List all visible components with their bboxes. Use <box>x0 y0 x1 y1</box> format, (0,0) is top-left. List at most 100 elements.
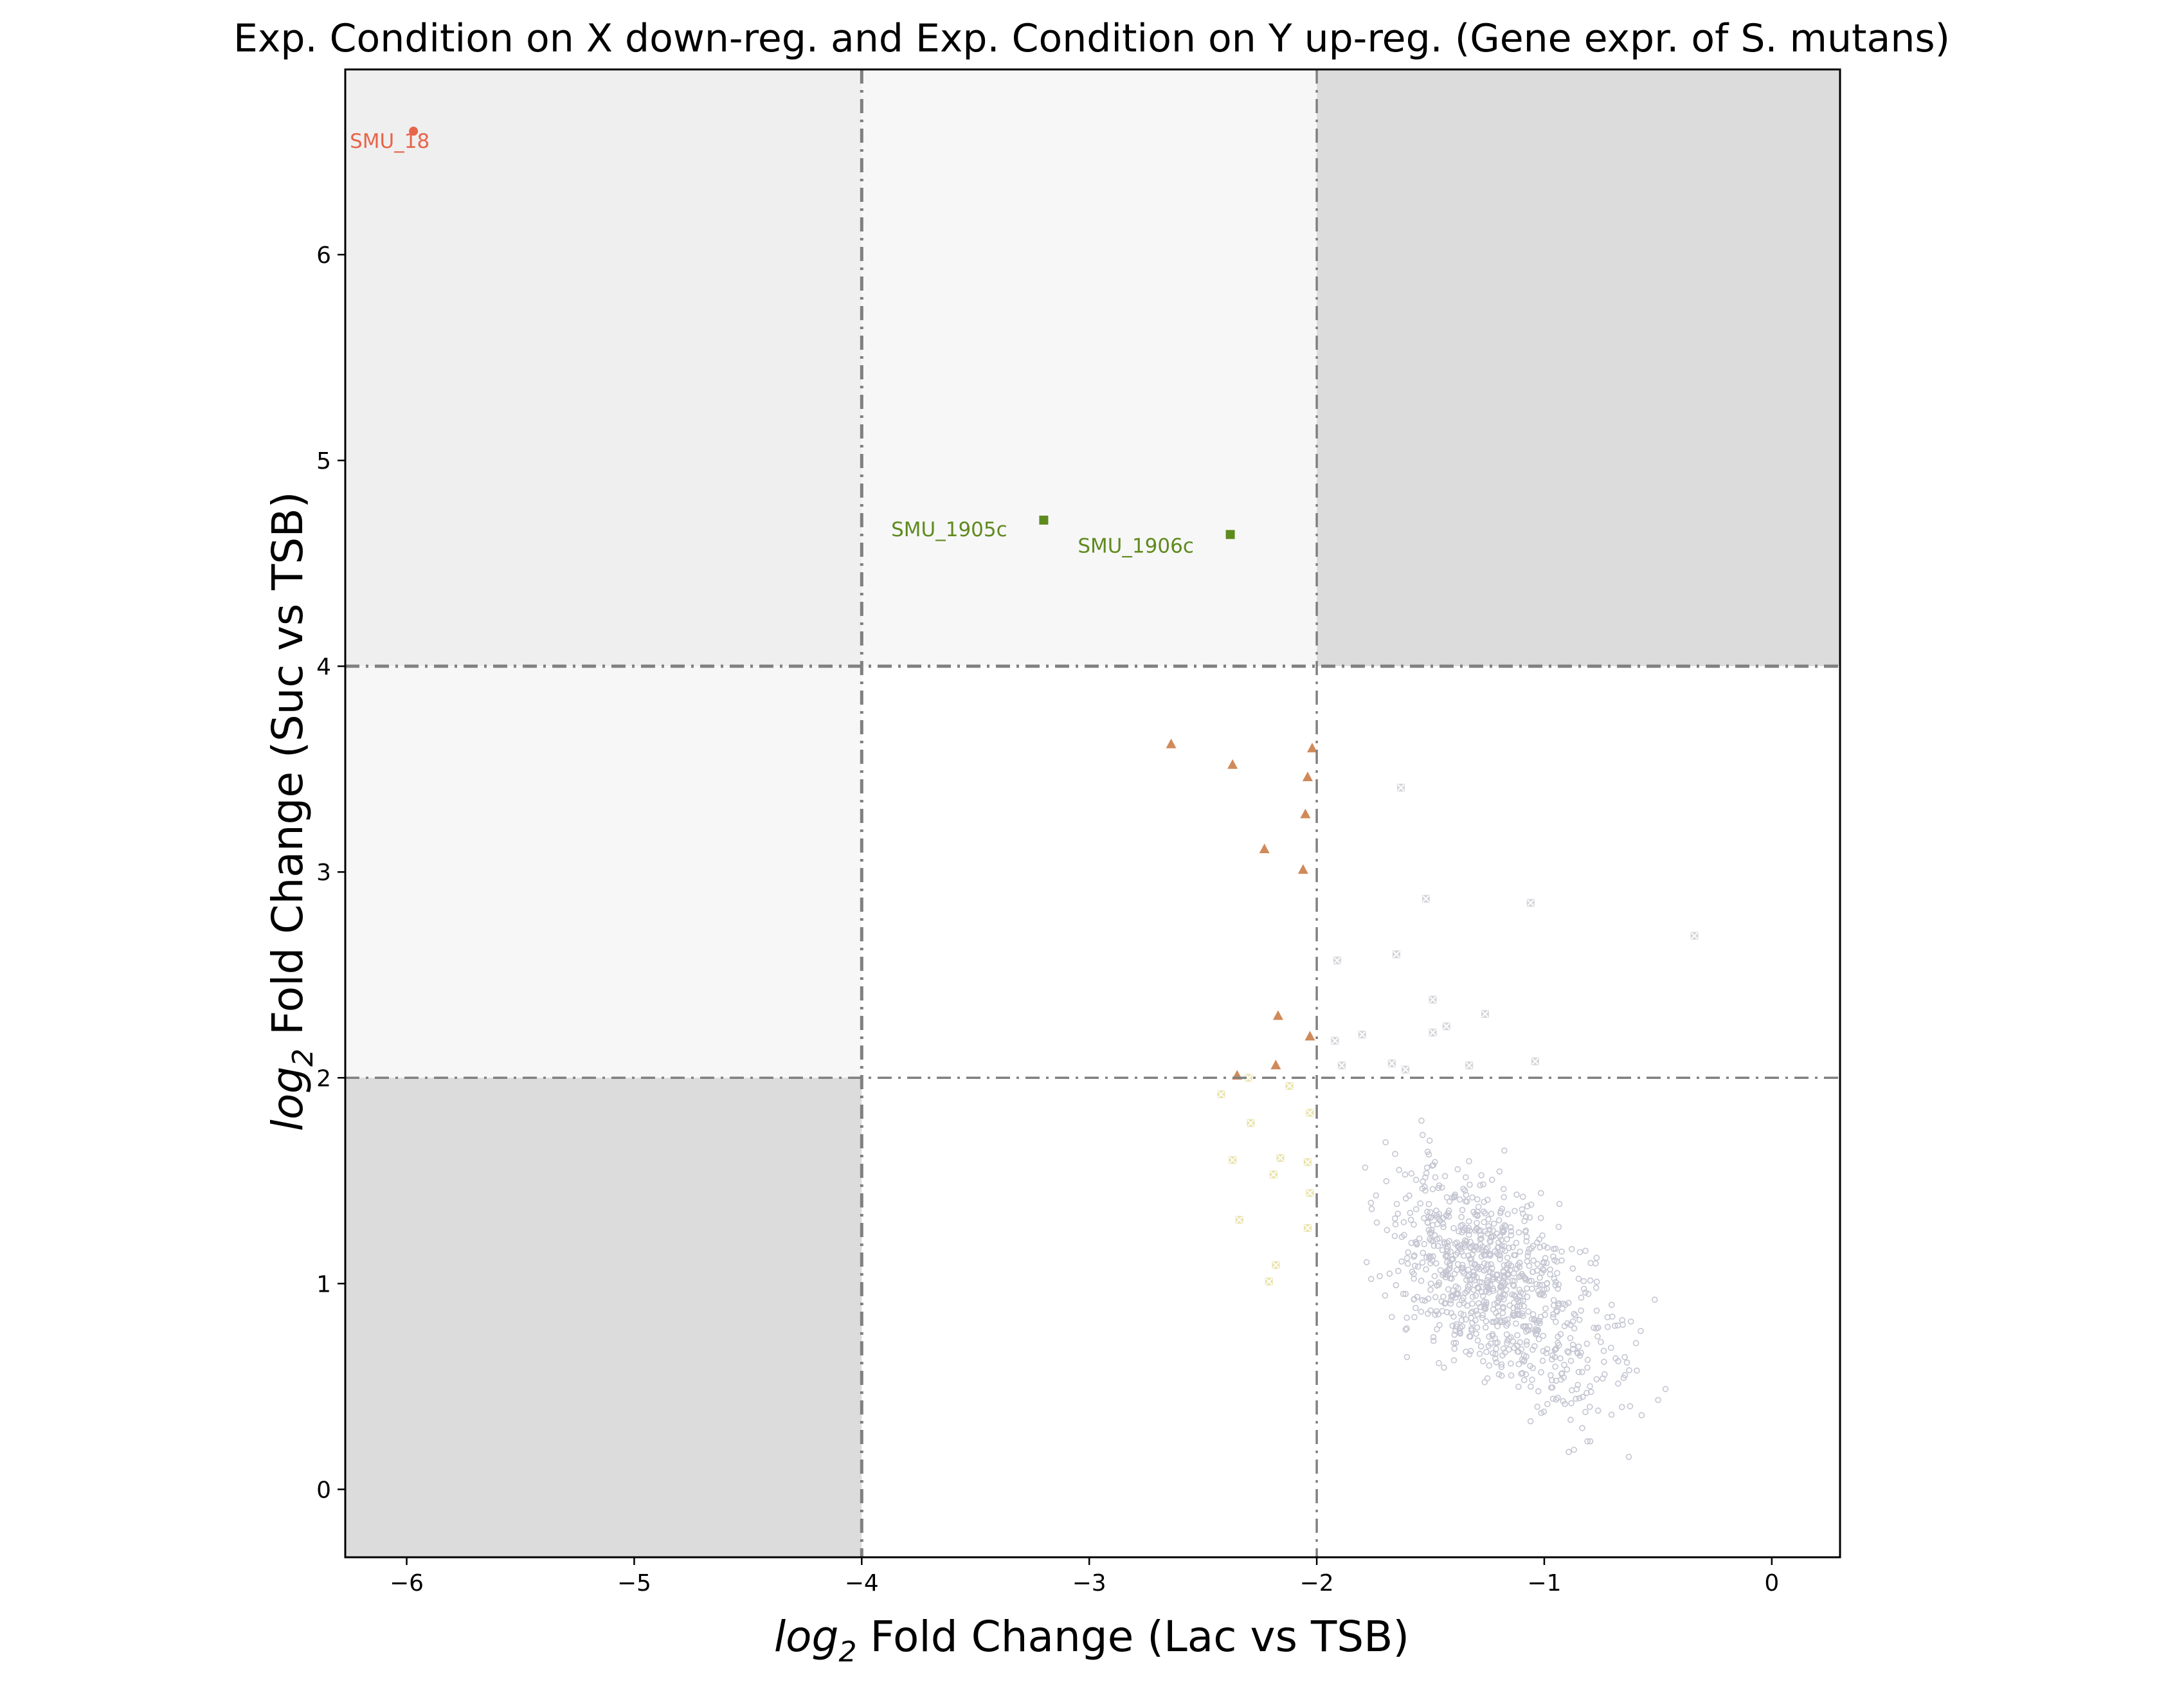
background-point <box>1435 1184 1442 1191</box>
point-annotation: SMU_1905c <box>891 518 1007 541</box>
data-point <box>1421 894 1430 903</box>
data-point <box>1429 1028 1437 1036</box>
background-point <box>1447 1248 1454 1255</box>
background-point <box>1430 1337 1437 1344</box>
background-point <box>1523 1238 1530 1245</box>
shaded-region <box>862 69 1317 667</box>
shaded-region <box>345 69 862 667</box>
background-point <box>1593 1254 1600 1261</box>
background-point <box>1479 1289 1485 1296</box>
background-point <box>1476 1300 1482 1307</box>
data-point <box>1442 1022 1450 1031</box>
x-tick-label: −1 <box>1527 1570 1561 1596</box>
background-point <box>1383 1178 1390 1184</box>
background-point <box>1608 1411 1615 1418</box>
background-point <box>1530 1269 1537 1275</box>
background-point <box>1524 1258 1531 1265</box>
background-point <box>1615 1358 1621 1364</box>
background-point <box>1430 1242 1438 1249</box>
data-point-cross <box>1531 1057 1539 1065</box>
background-point <box>1568 1245 1575 1252</box>
background-point <box>1584 1389 1590 1397</box>
point-annotation: SMU_1906c <box>1078 534 1194 557</box>
background-point <box>1582 1289 1589 1296</box>
background-point <box>1609 1313 1616 1320</box>
background-point <box>1474 1220 1480 1226</box>
data-point <box>1303 1158 1312 1166</box>
background-point <box>1627 1318 1634 1325</box>
background-point <box>1543 1260 1550 1267</box>
background-point <box>1492 1355 1499 1362</box>
background-point <box>1472 1317 1479 1324</box>
background-point <box>1462 1289 1468 1296</box>
background-point <box>1424 1219 1431 1226</box>
background-point <box>1436 1182 1443 1189</box>
background-point <box>1560 1398 1567 1405</box>
background-point <box>1502 1349 1508 1356</box>
point-annotations: SMU_18 SMU_1905c SMU_1906c <box>350 130 1194 557</box>
background-point <box>1469 1194 1476 1201</box>
background-point <box>1540 1242 1548 1249</box>
background-point <box>1555 1285 1561 1292</box>
background-point <box>1535 1288 1542 1294</box>
background-point <box>1447 1262 1453 1269</box>
background-point <box>1553 1308 1560 1314</box>
background-point <box>1587 1277 1594 1284</box>
data-point <box>1306 743 1317 753</box>
background-point <box>1467 1256 1474 1263</box>
background-point <box>1463 1191 1470 1198</box>
background-point <box>1571 1446 1577 1453</box>
data-point-cross <box>1422 895 1430 903</box>
background-point <box>1521 1377 1528 1384</box>
background-point <box>1526 1323 1533 1330</box>
background-point <box>1498 1294 1505 1301</box>
background-point <box>1530 1364 1536 1371</box>
background-point <box>1447 1260 1453 1267</box>
background-point <box>1423 1164 1430 1171</box>
background-point <box>1417 1200 1424 1207</box>
background-point <box>1498 1242 1505 1249</box>
background-point <box>1555 1301 1562 1307</box>
background-point <box>1396 1166 1402 1173</box>
data-point <box>1397 783 1405 791</box>
x-tick-label: −5 <box>617 1570 651 1596</box>
data-point <box>1690 932 1699 940</box>
background-point <box>1522 1213 1530 1220</box>
background-point <box>1489 1332 1496 1339</box>
background-point <box>1456 1196 1463 1203</box>
background-point <box>1538 1291 1544 1298</box>
background-point <box>1432 1174 1439 1180</box>
background-point <box>1525 1327 1532 1334</box>
background-point <box>1481 1260 1488 1267</box>
background-point <box>1500 1345 1507 1352</box>
background-point <box>1528 1316 1535 1323</box>
x-tick-label: 0 <box>1764 1570 1779 1596</box>
y-tick-label: 5 <box>316 448 331 475</box>
background-point <box>1469 1300 1476 1307</box>
background-point <box>1580 1278 1587 1285</box>
shaded-region <box>345 666 862 1078</box>
background-point <box>1416 1235 1423 1242</box>
background-point <box>1522 1323 1530 1330</box>
background-point <box>1433 1260 1439 1267</box>
background-point <box>1481 1379 1488 1386</box>
background-point <box>1537 1215 1544 1222</box>
background-point <box>1467 1181 1473 1188</box>
data-point <box>1039 515 1049 525</box>
data-point <box>1269 1170 1277 1179</box>
background-point <box>1459 1229 1465 1236</box>
background-point <box>1443 1213 1450 1219</box>
background-point <box>1578 1350 1584 1356</box>
background-point <box>1469 1294 1476 1300</box>
background-point <box>1497 1256 1503 1263</box>
background-point <box>1548 1372 1554 1379</box>
background-point <box>1474 1337 1481 1344</box>
background-point <box>1519 1312 1526 1319</box>
background-point <box>1476 1285 1482 1292</box>
background-point <box>1434 1242 1441 1249</box>
background-point <box>1513 1320 1519 1327</box>
background-point <box>1477 1182 1484 1189</box>
background-point <box>1475 1204 1482 1210</box>
background-point <box>1419 1297 1426 1304</box>
